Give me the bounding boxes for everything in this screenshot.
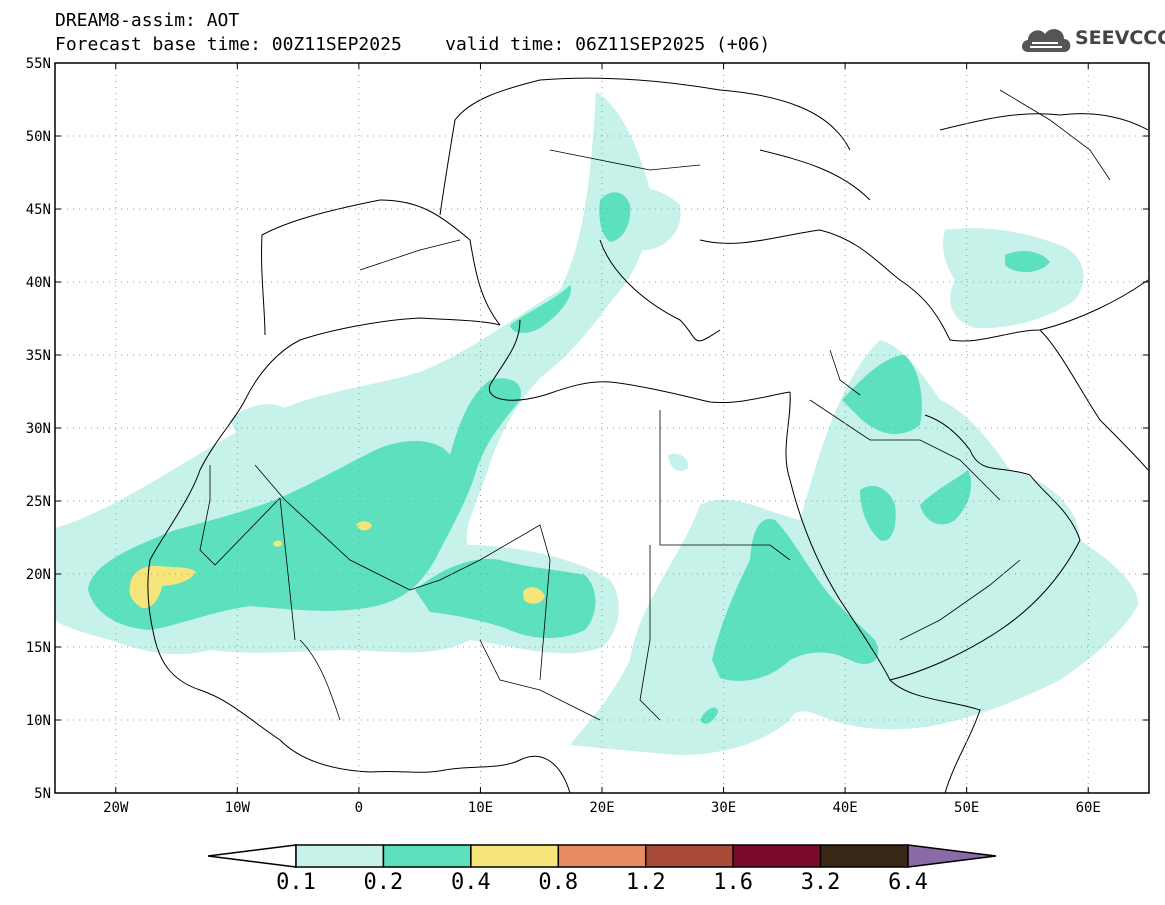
- borders: [199, 89, 1111, 721]
- lon-label: 20E: [589, 800, 614, 816]
- colorbar-swatch: [644, 844, 734, 868]
- lat-label: 20N: [26, 567, 51, 583]
- colorbar-swatch: [295, 844, 385, 868]
- lon-label: 20W: [103, 800, 129, 816]
- lon-label: 40E: [832, 800, 857, 816]
- aot-layer-0.1: [55, 92, 1139, 755]
- colorbar-swatch: [819, 844, 909, 868]
- lat-label: 40N: [26, 275, 51, 291]
- lat-label: 55N: [26, 56, 51, 72]
- lon-label: 30E: [711, 800, 736, 816]
- lat-label: 35N: [26, 348, 51, 364]
- colorbar-swatch: [732, 844, 822, 868]
- colorbar-swatch: [557, 844, 647, 868]
- colorbar-label: 0.2: [363, 870, 404, 895]
- lat-label: 10N: [26, 713, 51, 729]
- chart-title: DREAM8-assim: AOT: [55, 10, 240, 31]
- chart-subtitle: Forecast base time: 00Z11SEP2025 valid t…: [55, 34, 771, 55]
- lat-label: 45N: [26, 202, 51, 218]
- lat-label: 25N: [26, 494, 51, 510]
- colorbar-label: 0.4: [450, 870, 491, 895]
- graticule: [55, 63, 1149, 793]
- colorbar-under-triangle: [207, 844, 297, 868]
- colorbar-swatch: [382, 844, 472, 868]
- lat-label: 5N: [34, 786, 51, 802]
- lon-label: 0: [355, 800, 363, 816]
- lat-label: 15N: [26, 640, 51, 656]
- lon-label: 10E: [468, 800, 493, 816]
- coastlines: [147, 77, 1149, 793]
- latitude-axis: 55N 50N 45N 40N 35N 30N 25N 20N 15N 10N 5N: [26, 56, 1149, 802]
- colorbar-over-triangle: [907, 844, 997, 868]
- lat-label: 50N: [26, 129, 51, 145]
- colorbar-label: 6.4: [888, 870, 928, 895]
- lon-label: 50E: [954, 800, 979, 816]
- colorbar-swatch: [470, 844, 560, 868]
- colorbar-label: 0.1: [276, 870, 316, 895]
- logo-text: SEEVCCC: [1075, 27, 1165, 49]
- colorbar: [207, 844, 997, 868]
- colorbar-label: 1.6: [713, 870, 754, 895]
- lat-label: 30N: [26, 421, 51, 437]
- lon-label: 10W: [225, 800, 251, 816]
- aot-layer-0.4: [129, 521, 545, 609]
- colorbar-label: 1.2: [625, 870, 666, 895]
- longitude-axis: 20W 10W 0 10E 20E 30E 40E 50E 60E: [103, 63, 1101, 816]
- cloud-icon: [1022, 29, 1071, 52]
- logo: SEEVCCC: [1018, 22, 1165, 58]
- lon-label: 60E: [1076, 800, 1101, 816]
- colorbar-label: 0.8: [538, 870, 579, 895]
- colorbar-label: 3.2: [800, 870, 841, 895]
- aot-layer-0.2: [88, 192, 1050, 724]
